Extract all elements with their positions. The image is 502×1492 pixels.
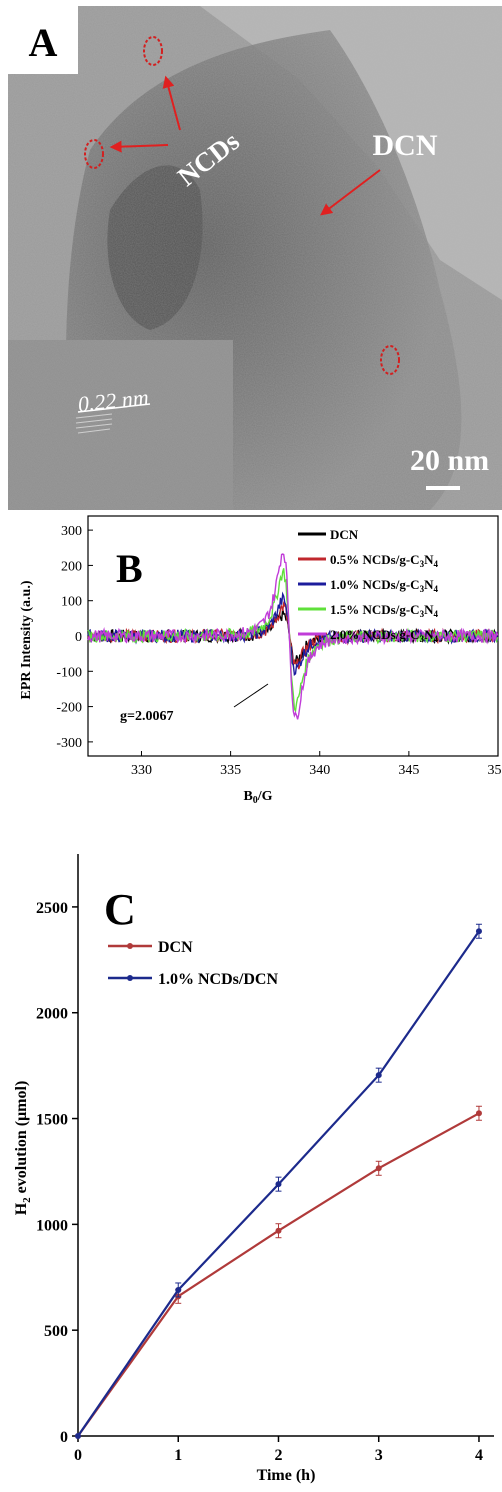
panel-b-label: B	[116, 546, 143, 591]
y-tick-label: 0	[60, 1429, 68, 1446]
legend: DCN 0.5% NCDs/g-C3N4 1.0% NCDs/g-C3N4 1.5% …	[298, 527, 438, 644]
y-tick-label: 1000	[36, 1217, 68, 1234]
x-tick-label: 2	[274, 1447, 282, 1464]
legend-label: 2.0% NCDs/g-C3N4	[330, 627, 438, 644]
panel-a-label: A	[29, 20, 58, 65]
data-point	[375, 1072, 382, 1079]
legend-label: DCN	[330, 527, 359, 542]
legend-marker	[127, 975, 133, 981]
x-tick-label: 345	[398, 763, 419, 778]
y-tick-label: 0	[75, 630, 82, 645]
h2-chart-panel: 0 500 1000 1500 2000 2500 0 1 2 3 4 C DCN 1.0% NCD…	[0, 812, 502, 1492]
x-axis-label: B0/G	[243, 789, 272, 806]
epr-series-line	[87, 568, 499, 714]
panel-label-box	[8, 6, 78, 74]
data-point	[75, 1433, 81, 1439]
dcn-label: DCN	[373, 129, 438, 162]
legend-label: 0.5% NCDs/g-C3N4	[330, 552, 438, 569]
data-point	[475, 1110, 482, 1117]
lattice-fringes	[75, 413, 113, 434]
x-axis-label: Time (h)	[257, 1467, 316, 1484]
legend-label: DCN	[158, 939, 193, 956]
y-tick-label: 300	[61, 524, 82, 539]
data-point	[475, 928, 482, 935]
x-tick-label: 340	[309, 763, 330, 778]
x-tick-label: 3	[375, 1447, 383, 1464]
h2-series-line	[77, 1112, 480, 1437]
legend-label: 1.0% NCDs/DCN	[158, 971, 278, 988]
y-axis-label: H2 evolution (μmol)	[13, 1081, 33, 1216]
epr-chart: 300 200 100 0 -100 -200 -300 330 335 340 345 350 B…	[19, 515, 502, 806]
epr-chart-panel: 300 200 100 0 -100 -200 -300 330 335 340 345 350 B…	[0, 512, 502, 808]
y-tick-label: 1500	[36, 1112, 68, 1129]
panel-c-label: C	[104, 885, 136, 934]
ncd-circles	[84, 36, 400, 375]
h2-evolution-chart: 0 500 1000 1500 2000 2500 0 1 2 3 4 C DCN 1.0% NCD…	[13, 854, 494, 1484]
tem-micrograph: A NCDs DCN 0.22 nm 20 nm	[0, 0, 502, 512]
y-tick-label: 2000	[36, 1006, 68, 1023]
y-tick-label: -200	[56, 701, 82, 716]
legend-label: 1.5% NCDs/g-C3N4	[330, 602, 438, 619]
x-tick-label: 1	[174, 1447, 182, 1464]
legend-marker	[127, 943, 133, 949]
y-tick-label: 500	[44, 1323, 68, 1340]
scale-bar-label: 20 nm	[410, 444, 489, 477]
x-tick-label: 330	[131, 763, 152, 778]
epr-series-line	[87, 553, 499, 720]
annotation-arrows	[109, 75, 381, 216]
x-tick-label: 335	[220, 763, 241, 778]
y-tick-label: -100	[56, 665, 82, 680]
legend: DCN 1.0% NCDs/DCN	[108, 939, 278, 988]
y-tick-label: -300	[56, 736, 82, 751]
x-tick-label: 4	[475, 1447, 483, 1464]
tem-image-panel: A NCDs DCN 0.22 nm 20 nm	[0, 0, 502, 512]
y-tick-label: 2500	[36, 900, 68, 917]
data-point	[375, 1165, 382, 1172]
y-tick-label: 100	[61, 595, 82, 610]
x-tick-label: 350	[488, 763, 502, 778]
g-factor-pointer	[233, 683, 269, 708]
data-point	[275, 1181, 282, 1188]
y-axis-label: EPR Intensity (a.u.)	[19, 580, 34, 699]
data-point	[275, 1227, 282, 1234]
g-factor-annotation: g=2.0067	[120, 709, 173, 724]
legend-label: 1.0% NCDs/g-C3N4	[330, 577, 438, 594]
y-tick-label: 200	[61, 559, 82, 574]
data-point	[175, 1286, 182, 1293]
x-tick-label: 0	[74, 1447, 82, 1464]
